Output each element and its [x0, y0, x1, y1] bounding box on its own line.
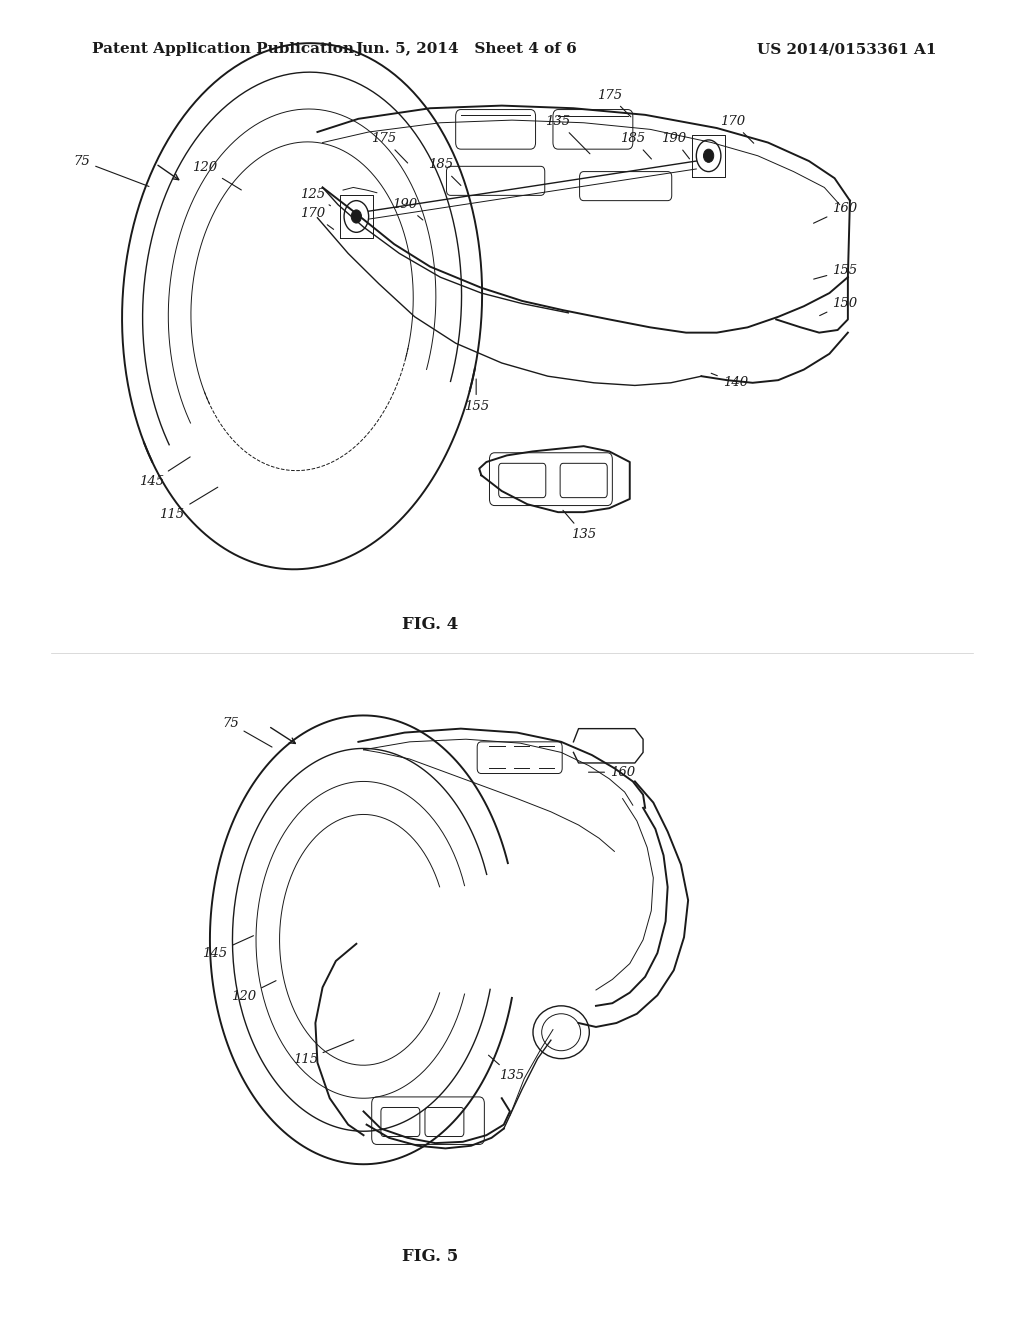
Text: 135: 135 [488, 1055, 524, 1082]
Text: 125: 125 [300, 187, 331, 206]
Circle shape [351, 210, 361, 223]
Text: 115: 115 [160, 487, 218, 521]
Text: 75: 75 [222, 717, 272, 747]
Text: 140: 140 [712, 374, 748, 389]
Text: 75: 75 [74, 154, 148, 186]
Text: 190: 190 [662, 132, 689, 158]
Text: FIG. 5: FIG. 5 [402, 1249, 458, 1265]
Text: 135: 135 [546, 115, 590, 154]
Text: 160: 160 [813, 202, 857, 223]
Text: 115: 115 [293, 1040, 353, 1067]
Text: 185: 185 [621, 132, 651, 158]
Text: Jun. 5, 2014   Sheet 4 of 6: Jun. 5, 2014 Sheet 4 of 6 [355, 42, 577, 57]
Text: 175: 175 [597, 88, 631, 117]
Text: 145: 145 [203, 936, 254, 960]
Circle shape [703, 149, 714, 162]
Text: 150: 150 [819, 297, 857, 315]
Text: FIG. 4: FIG. 4 [402, 616, 458, 632]
Text: 175: 175 [372, 132, 408, 162]
Text: 155: 155 [464, 379, 488, 413]
Text: 155: 155 [814, 264, 857, 279]
Text: 170: 170 [300, 207, 334, 230]
Text: 170: 170 [720, 115, 754, 144]
Text: 120: 120 [231, 981, 276, 1003]
Text: 135: 135 [563, 511, 596, 541]
Text: 190: 190 [392, 198, 423, 220]
Text: 160: 160 [589, 766, 635, 779]
Text: 120: 120 [193, 161, 242, 190]
Text: US 2014/0153361 A1: US 2014/0153361 A1 [758, 42, 937, 57]
Text: 185: 185 [428, 158, 461, 186]
Text: 145: 145 [139, 457, 190, 488]
Text: Patent Application Publication: Patent Application Publication [92, 42, 354, 57]
